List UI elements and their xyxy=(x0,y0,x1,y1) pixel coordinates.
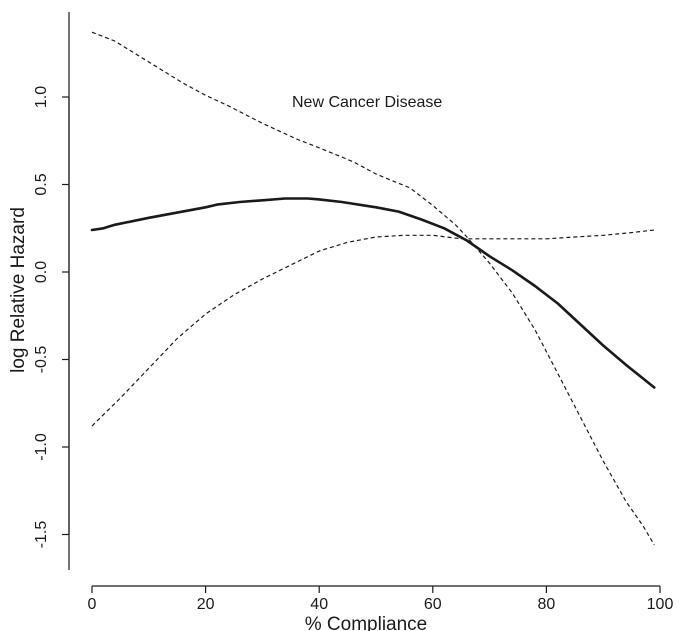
y-tick-label: 0.0 xyxy=(33,261,50,283)
x-tick-label: 20 xyxy=(197,596,215,613)
y-axis: -1.5 -1.0 -0.5 0.0 0.5 1.0 xyxy=(33,12,70,570)
x-tick-label: 100 xyxy=(647,596,674,613)
x-tick-label: 60 xyxy=(424,596,442,613)
y-tick-label: -0.5 xyxy=(33,346,50,374)
x-tick-label: 80 xyxy=(538,596,556,613)
y-tick-label: 0.5 xyxy=(33,173,50,195)
y-tick-label: -1.5 xyxy=(33,521,50,549)
chart-annotation: New Cancer Disease xyxy=(292,94,442,111)
x-tick-label: 40 xyxy=(310,596,328,613)
upper-ci-line xyxy=(91,31,655,546)
series-group xyxy=(90,31,656,546)
x-axis: 0 20 40 60 80 100 xyxy=(88,585,674,613)
y-tick-label: 1.0 xyxy=(33,86,50,108)
x-tick-label: 0 xyxy=(88,596,97,613)
y-tick-label: -1.0 xyxy=(33,433,50,461)
lower-ci-line xyxy=(91,229,655,427)
y-axis-title: log Relative Hazard xyxy=(8,207,29,373)
estimate-line xyxy=(90,197,656,389)
x-axis-title: % Compliance xyxy=(305,614,428,631)
